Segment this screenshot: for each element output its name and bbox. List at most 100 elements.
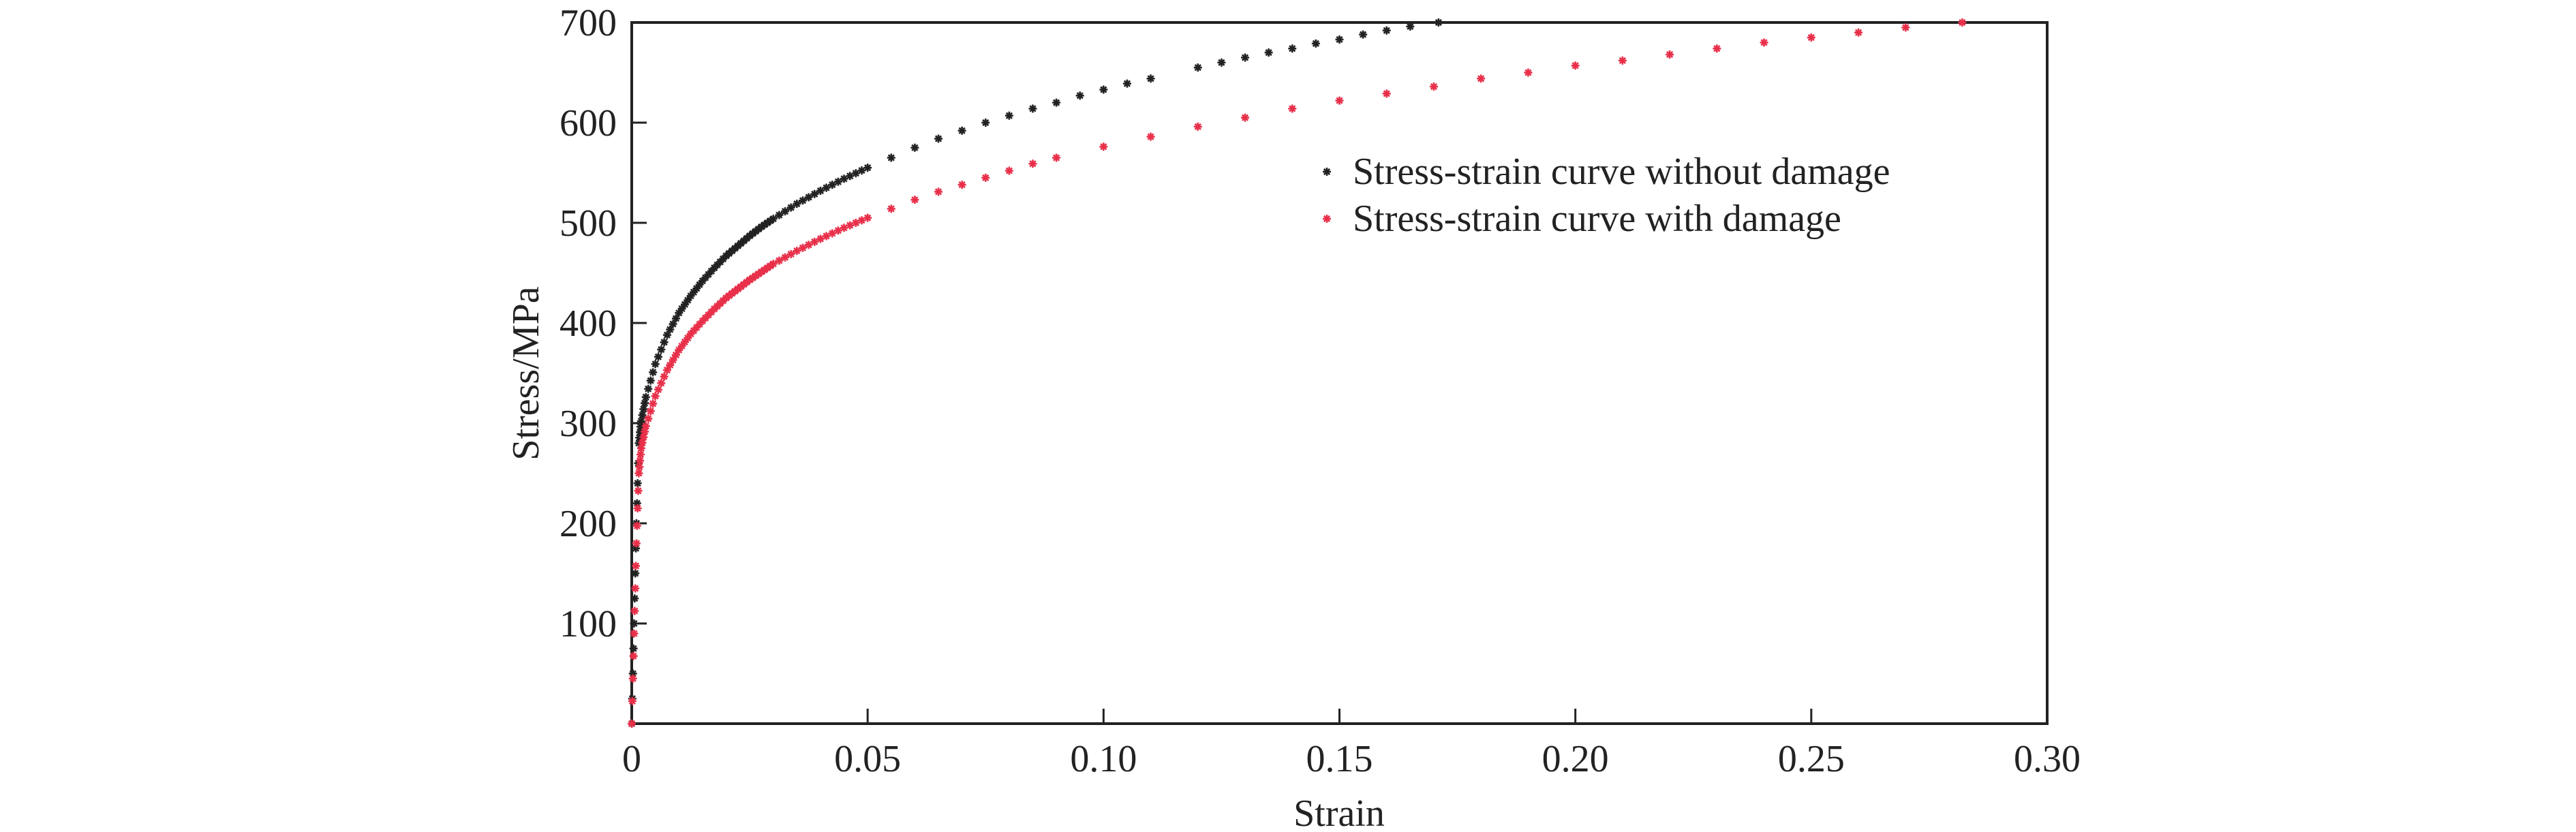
data-point (1618, 56, 1627, 65)
data-point (1406, 22, 1415, 31)
legend: Stress-strain curve without damage Stres… (1323, 151, 1890, 240)
data-point (769, 260, 778, 268)
y-tick-label: 100 (559, 603, 617, 645)
data-point-marker (804, 241, 813, 249)
data-point-marker (677, 305, 686, 313)
data-point (1382, 89, 1391, 98)
data-point-marker (781, 253, 790, 262)
series-layer (628, 18, 1967, 728)
y-tick-label: 400 (559, 303, 617, 345)
data-point (1288, 104, 1297, 113)
legend-marker-icon (1323, 215, 1331, 223)
data-point (1760, 38, 1768, 47)
data-point-marker (657, 379, 666, 388)
data-point-marker (775, 256, 784, 265)
data-point-marker (666, 325, 675, 334)
data-point-marker (630, 594, 639, 603)
data-point (1028, 159, 1037, 168)
data-point (887, 204, 895, 213)
data-point (675, 309, 684, 318)
y-tick-label: 500 (559, 202, 617, 245)
data-point (662, 330, 671, 339)
data-point (769, 215, 778, 224)
data-point (934, 187, 943, 196)
legend-marker-icon (1323, 168, 1331, 176)
legend-label-with-damage: Stress-strain curve with damage (1353, 198, 1841, 240)
data-point (1264, 48, 1273, 57)
data-point (863, 213, 872, 222)
data-point (1122, 79, 1131, 88)
data-point-marker (669, 320, 677, 328)
data-point-marker (660, 338, 669, 347)
data-point (1288, 44, 1297, 53)
data-point (630, 629, 639, 638)
y-axis: 100 200 300 400 500 600 700 (559, 2, 647, 645)
data-point (1099, 142, 1108, 151)
x-tick-label: 0.20 (1542, 738, 1609, 780)
data-point-marker (635, 463, 644, 472)
data-point-marker (810, 189, 819, 198)
data-point-marker (631, 584, 640, 593)
data-point-marker (657, 345, 666, 354)
series-1 (628, 18, 1967, 728)
data-point (1005, 166, 1013, 175)
data-point-marker (660, 372, 669, 381)
data-point-marker (628, 674, 637, 683)
data-point-marker (671, 314, 680, 323)
data-point (641, 422, 650, 431)
data-point (1028, 104, 1037, 113)
data-point (1713, 44, 1721, 53)
x-tick-label: 0.25 (1778, 738, 1845, 780)
series-0 (628, 18, 1443, 728)
data-point (981, 119, 990, 127)
data-point-marker (684, 296, 692, 305)
data-point-marker (786, 249, 795, 258)
data-point-marker (649, 399, 658, 408)
data-point-marker (630, 606, 639, 615)
data-point-marker (828, 181, 837, 189)
data-point-marker (781, 207, 790, 216)
data-point (1099, 85, 1108, 94)
data-point-marker (633, 504, 642, 512)
data-point (1807, 33, 1815, 42)
data-point (632, 539, 641, 548)
data-point-marker (654, 352, 662, 361)
data-point-marker (634, 487, 643, 495)
data-point (641, 392, 650, 401)
data-point-marker (641, 399, 649, 407)
data-point-marker (810, 237, 819, 246)
data-point-marker (644, 384, 653, 393)
data-point (1193, 63, 1202, 72)
data-point (630, 619, 639, 628)
data-point (793, 247, 801, 256)
data-point-marker (629, 644, 638, 653)
plot-frame (630, 21, 2049, 725)
data-point (1335, 35, 1344, 44)
data-point-marker (638, 411, 647, 420)
data-point-marker (644, 414, 653, 423)
data-point-marker (646, 376, 655, 385)
data-point (957, 181, 966, 189)
data-point (1335, 96, 1344, 105)
data-point-marker (654, 385, 662, 394)
data-point (934, 134, 943, 143)
data-point-marker (798, 243, 807, 252)
data-point (1146, 132, 1155, 141)
x-tick-label: 0.30 (2014, 738, 2081, 780)
legend-marker-with-damage (1323, 215, 1331, 223)
data-point (1241, 53, 1250, 62)
data-point (1146, 74, 1155, 83)
data-point-marker (822, 183, 831, 192)
data-point (1524, 68, 1533, 77)
data-point-marker (695, 280, 704, 289)
data-point (1241, 113, 1250, 122)
data-point (651, 392, 660, 401)
data-point-marker (629, 651, 638, 660)
x-tick-label: 0.10 (1070, 738, 1137, 780)
data-point (1901, 23, 1910, 32)
data-point (1429, 82, 1438, 91)
data-point (1052, 153, 1061, 162)
data-point (1005, 111, 1013, 120)
data-point-marker (633, 479, 642, 488)
